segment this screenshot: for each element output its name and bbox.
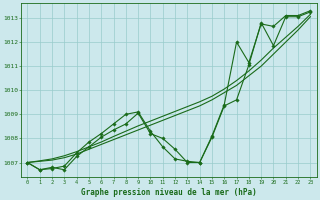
X-axis label: Graphe pression niveau de la mer (hPa): Graphe pression niveau de la mer (hPa) bbox=[81, 188, 257, 197]
